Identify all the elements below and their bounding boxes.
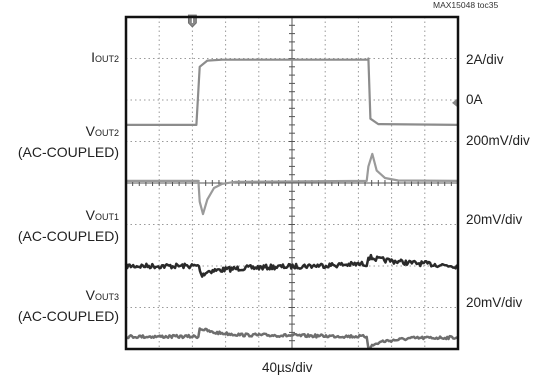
scale-vout1: 20mV/div bbox=[466, 212, 523, 227]
trace-vout2 bbox=[126, 152, 459, 216]
grid bbox=[125, 16, 459, 350]
trigger-marker-label: T bbox=[190, 16, 195, 25]
zero-amp-label: 0A bbox=[466, 92, 483, 107]
ground-reference-arrow-icon bbox=[452, 98, 457, 107]
scale-iout2: 2A/div bbox=[466, 52, 504, 67]
figure-reference-id: MAX15048 toc35 bbox=[433, 0, 499, 10]
label-vout1: VOUT1 (AC-COUPLED) bbox=[17, 207, 119, 244]
scale-vout3: 20mV/div bbox=[466, 295, 523, 310]
trace-vout3 bbox=[125, 327, 459, 350]
trace-vout1 bbox=[124, 253, 459, 278]
plot-frame bbox=[124, 15, 460, 351]
traces bbox=[124, 57, 459, 350]
label-vout3: VOUT3 (AC-COUPLED) bbox=[17, 287, 119, 324]
scale-vout2: 200mV/div bbox=[466, 133, 530, 148]
label-iout2: IOUT2 bbox=[91, 49, 119, 65]
trace-iout2 bbox=[126, 57, 459, 126]
x-axis-label: 40µs/div bbox=[262, 360, 313, 375]
label-vout2: VOUT2 (AC-COUPLED) bbox=[17, 123, 119, 160]
